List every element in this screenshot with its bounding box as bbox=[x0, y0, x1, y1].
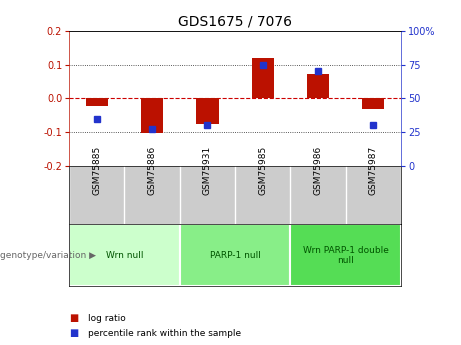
Text: log ratio: log ratio bbox=[88, 314, 125, 323]
Text: GSM75886: GSM75886 bbox=[148, 146, 157, 195]
Bar bbox=[141, 98, 163, 133]
Text: GSM75931: GSM75931 bbox=[203, 146, 212, 195]
Bar bbox=[362, 98, 384, 109]
Bar bbox=[196, 98, 219, 124]
Text: Wrn null: Wrn null bbox=[106, 251, 143, 260]
Text: genotype/variation ▶: genotype/variation ▶ bbox=[0, 251, 96, 260]
Bar bbox=[252, 58, 274, 98]
Text: GSM75987: GSM75987 bbox=[369, 146, 378, 195]
Bar bbox=[180, 224, 290, 286]
Bar bbox=[307, 74, 329, 98]
Title: GDS1675 / 7076: GDS1675 / 7076 bbox=[178, 14, 292, 29]
Bar bbox=[86, 98, 108, 106]
Bar bbox=[290, 224, 401, 286]
Bar bbox=[69, 224, 180, 286]
Text: percentile rank within the sample: percentile rank within the sample bbox=[88, 329, 241, 338]
Text: GSM75985: GSM75985 bbox=[258, 146, 267, 195]
Text: PARP-1 null: PARP-1 null bbox=[210, 251, 260, 260]
Text: Wrn PARP-1 double
null: Wrn PARP-1 double null bbox=[303, 246, 389, 265]
Text: ■: ■ bbox=[69, 328, 78, 338]
Text: GSM75885: GSM75885 bbox=[92, 146, 101, 195]
Text: ■: ■ bbox=[69, 313, 78, 323]
Text: GSM75986: GSM75986 bbox=[313, 146, 323, 195]
